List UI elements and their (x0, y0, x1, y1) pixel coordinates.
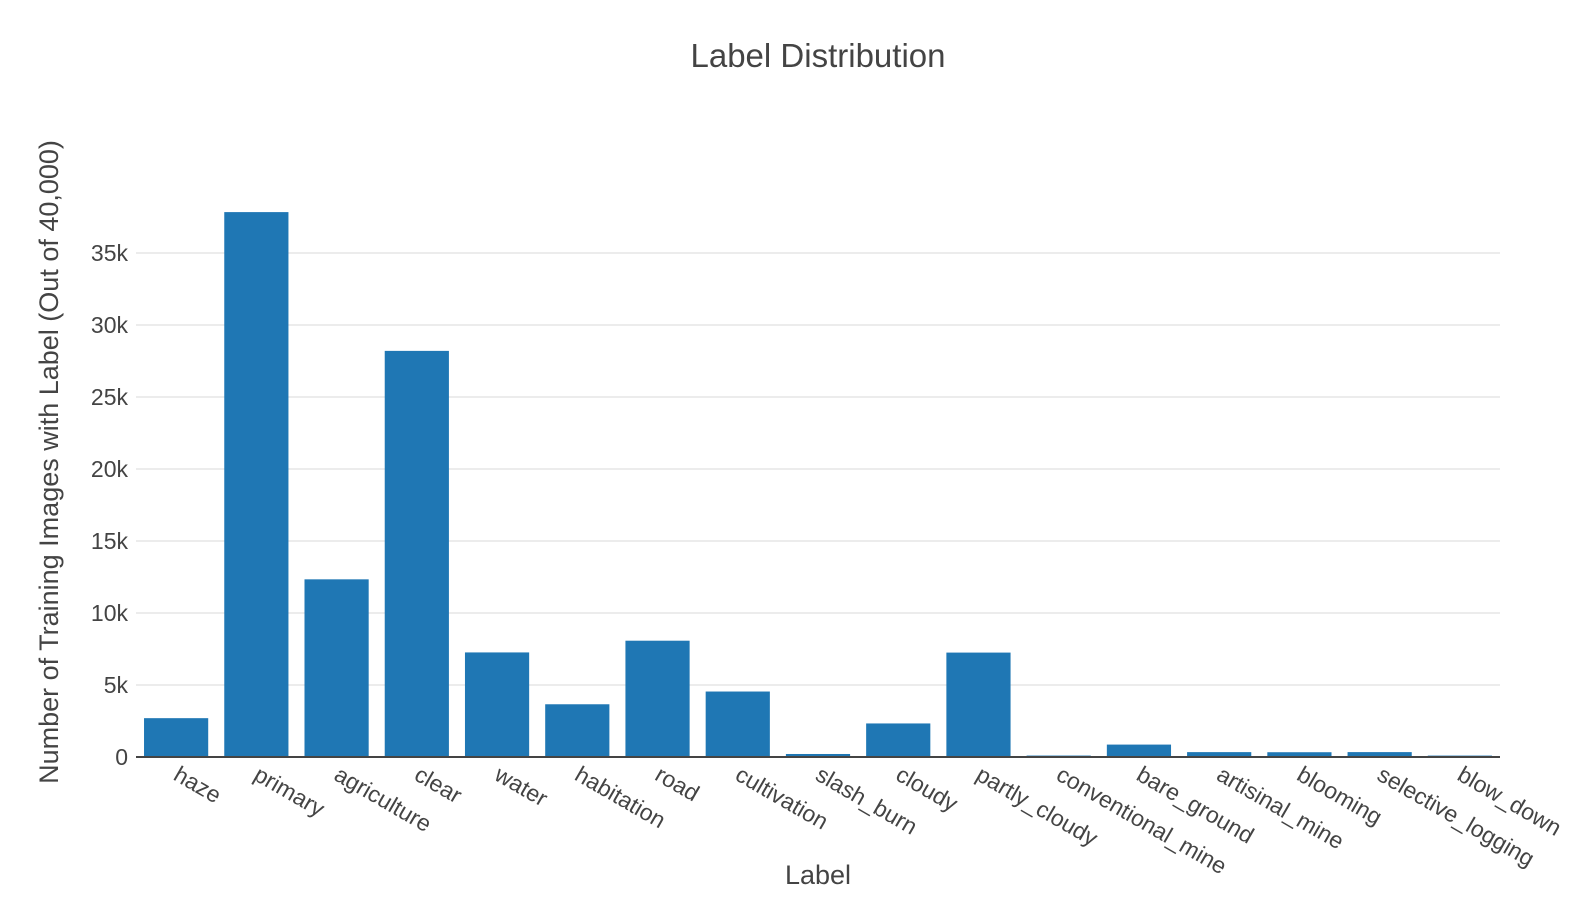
bar-agriculture[interactable] (304, 579, 369, 757)
x-tick-label: habitation (571, 761, 670, 833)
bar-cloudy[interactable] (866, 723, 931, 757)
y-tick-label: 10k (91, 600, 129, 626)
bar-primary[interactable] (224, 212, 289, 757)
x-tick-label: haze (170, 761, 226, 808)
x-axis-title: Label (785, 860, 851, 890)
bar-habitation[interactable] (545, 704, 610, 757)
y-tick-labels: 0 5k 10k 15k 20k 25k 30k 35k (91, 240, 129, 770)
bar-artisinal-mine[interactable] (1187, 752, 1252, 757)
bar-selective-logging[interactable] (1347, 752, 1412, 757)
bar-cultivation[interactable] (705, 691, 770, 757)
x-tick-label: primary (250, 761, 330, 822)
y-tick-label: 20k (91, 456, 129, 482)
bar-road[interactable] (625, 640, 690, 757)
x-tick-label: clear (410, 761, 466, 809)
x-tick-label: water (490, 760, 553, 811)
y-tick-label: 35k (91, 240, 129, 266)
bar-haze[interactable] (144, 718, 209, 757)
bar-clear[interactable] (384, 350, 449, 757)
bar-water[interactable] (464, 652, 530, 757)
y-tick-label: 5k (104, 672, 129, 698)
bars (144, 212, 1492, 757)
y-tick-label: 0 (115, 744, 128, 770)
chart-title: Label Distribution (691, 37, 946, 74)
bar-bare-ground[interactable] (1106, 744, 1172, 757)
y-tick-label: 25k (91, 384, 129, 410)
bar-partly-cloudy[interactable] (946, 652, 1011, 757)
y-tick-label: 15k (91, 528, 129, 554)
bar-slash-burn[interactable] (785, 753, 851, 757)
x-tick-label: road (651, 761, 704, 807)
y-tick-label: 30k (91, 312, 129, 338)
y-axis-title: Number of Training Images with Label (Ou… (34, 140, 64, 784)
bar-blooming[interactable] (1267, 752, 1332, 757)
